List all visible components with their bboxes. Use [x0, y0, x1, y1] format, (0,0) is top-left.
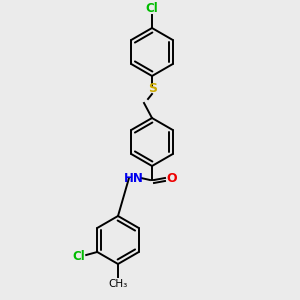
Text: O: O: [167, 172, 177, 185]
Text: Cl: Cl: [73, 250, 85, 262]
Text: S: S: [148, 82, 158, 95]
Text: CH₃: CH₃: [108, 279, 128, 289]
Text: HN: HN: [124, 172, 144, 184]
Text: Cl: Cl: [146, 2, 158, 16]
